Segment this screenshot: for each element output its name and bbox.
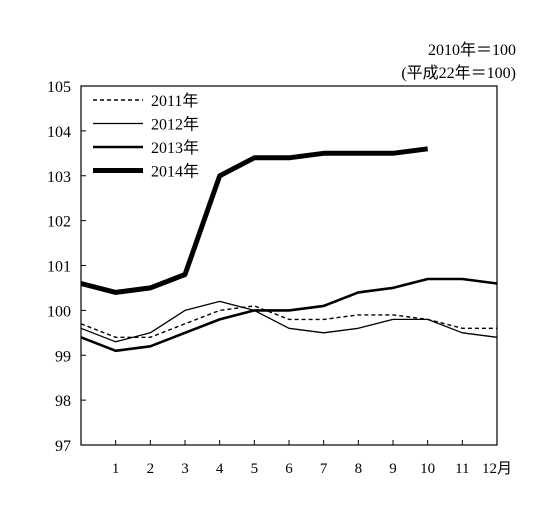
x-tick-label: 4 bbox=[216, 461, 224, 477]
y-axis: 97 98 99 100 101 102 103 104 105 bbox=[47, 79, 86, 455]
legend-label: 2012年 bbox=[151, 116, 199, 134]
x-tick-label: 11 bbox=[455, 461, 469, 477]
y-tick-label: 97 bbox=[55, 438, 71, 455]
legend-label: 2013年 bbox=[151, 139, 199, 157]
x-tick-label: 6 bbox=[285, 461, 293, 477]
series-line-2 bbox=[80, 300, 498, 343]
x-tick-label: 12月 bbox=[482, 461, 512, 477]
plot-frame bbox=[80, 85, 498, 446]
base-year-note: 2010年＝100 bbox=[427, 42, 516, 59]
x-axis: 1 2 3 4 5 6 7 8 9 10 11 12月 bbox=[112, 440, 512, 477]
y-tick-label: 104 bbox=[47, 124, 71, 141]
y-tick-label: 102 bbox=[47, 214, 71, 231]
y-tick-label: 101 bbox=[47, 259, 71, 276]
legend: 2011年 2012年 2013年 2014年 bbox=[93, 92, 199, 181]
x-tick-label: 5 bbox=[251, 461, 259, 477]
series-line-4 bbox=[80, 146, 429, 295]
legend-label: 2014年 bbox=[151, 163, 199, 181]
series-line-3 bbox=[80, 277, 498, 353]
y-tick-label: 100 bbox=[47, 303, 71, 320]
base-year-note-era: (平成22年＝100) bbox=[401, 65, 516, 82]
x-tick-label: 8 bbox=[355, 461, 363, 477]
x-tick-label: 3 bbox=[181, 461, 189, 477]
x-tick-label: 2 bbox=[147, 461, 155, 477]
y-tick-label: 98 bbox=[55, 393, 71, 410]
series-lines bbox=[80, 146, 498, 353]
legend-label: 2011年 bbox=[151, 92, 198, 110]
x-tick-label: 10 bbox=[420, 461, 435, 477]
y-tick-label: 105 bbox=[47, 79, 71, 96]
x-tick-label: 9 bbox=[389, 461, 397, 477]
y-tick-label: 99 bbox=[55, 348, 71, 365]
y-tick-label: 103 bbox=[47, 169, 71, 186]
x-tick-label: 1 bbox=[112, 461, 120, 477]
x-tick-label: 7 bbox=[320, 461, 328, 477]
